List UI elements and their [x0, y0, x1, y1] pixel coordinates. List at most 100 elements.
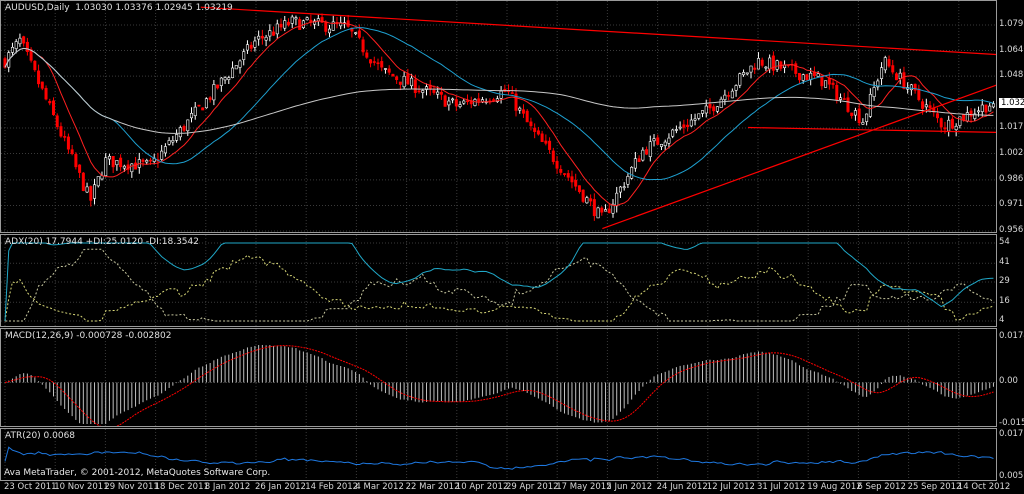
- candle-body: [510, 92, 514, 94]
- candle-body: [771, 55, 775, 71]
- candle-body: [637, 158, 641, 163]
- candle-body: [160, 150, 164, 160]
- candle-body: [514, 93, 518, 111]
- candle-body: [40, 81, 44, 89]
- candle-body: [242, 51, 246, 60]
- moving-average-line: [4, 47, 994, 134]
- candle-body: [111, 156, 115, 168]
- adx-label: ADX(20) 17.7944 +DI:25.0120 -DI:18.3542: [5, 237, 199, 247]
- candle-body: [234, 65, 238, 70]
- candle-body: [753, 67, 757, 70]
- candle-body: [607, 208, 611, 214]
- atr-line: [4, 446, 994, 470]
- atr-panel[interactable]: ATR(20) 0.0068: [0, 428, 997, 481]
- price-tick: 1.00240: [999, 147, 1024, 158]
- candle-body: [768, 57, 772, 70]
- candle-body: [719, 98, 723, 108]
- time-tick: 6 Sep 2012: [857, 482, 906, 492]
- trend-line: [602, 84, 996, 230]
- candle-body: [525, 110, 529, 123]
- adx-panel[interactable]: ADX(20) 17.7944 +DI:25.0120 -DI:18.3542: [0, 234, 997, 327]
- candle-body: [921, 101, 925, 109]
- candle-body: [167, 140, 171, 145]
- candle-body: [712, 106, 716, 112]
- candle-body: [663, 141, 667, 146]
- time-tick: 22 Mar 2012: [405, 482, 460, 492]
- candle-body: [93, 184, 97, 199]
- candle-body: [671, 129, 675, 137]
- candle-body: [387, 68, 391, 73]
- candle-body: [197, 104, 201, 107]
- candle-body: [704, 105, 708, 114]
- candle-body: [331, 21, 335, 31]
- candle-body: [402, 75, 406, 88]
- candle-body: [354, 32, 358, 34]
- atr-chart: [4, 429, 994, 480]
- candle-body: [969, 110, 973, 117]
- candle-body: [645, 149, 649, 155]
- candle-body: [764, 66, 768, 69]
- candle-body: [436, 91, 440, 95]
- candle-body: [216, 84, 220, 89]
- candle-body: [924, 104, 928, 108]
- time-tick: 29 Nov 2011: [104, 482, 159, 492]
- candle-body: [809, 72, 813, 80]
- candle-body: [96, 176, 100, 187]
- candle-body: [902, 72, 906, 89]
- candle-body: [723, 94, 727, 100]
- candle-body: [268, 30, 272, 37]
- macd-label: MACD(12,26,9) -0.000728 -0.002802: [5, 331, 172, 341]
- candle-body: [633, 158, 637, 169]
- candle-body: [376, 62, 380, 65]
- indicator-tick: 0.0057: [999, 471, 1024, 481]
- candle-body: [66, 136, 70, 150]
- candle-body: [689, 119, 693, 127]
- candle-body: [134, 162, 138, 170]
- moving-average-line: [4, 27, 994, 181]
- candle-body: [193, 106, 197, 117]
- candle-body: [130, 163, 134, 173]
- candle-body: [324, 21, 328, 32]
- indicator-tick: -0.01595: [999, 418, 1024, 428]
- time-axis: 23 Oct 2011 10 Nov 2011 29 Nov 2011 18 Dec …: [0, 481, 1024, 494]
- candle-body: [865, 113, 869, 122]
- candle-body: [831, 82, 835, 85]
- time-tick: 5 Jun 2012: [606, 482, 653, 492]
- candle-body: [163, 146, 167, 154]
- candle-body: [204, 98, 208, 109]
- candle-body: [596, 207, 600, 219]
- macd-panel[interactable]: MACD(12,26,9) -0.000728 -0.002802: [0, 328, 997, 427]
- ohlc-close: 1.03219: [195, 3, 233, 13]
- candle-body: [745, 72, 749, 75]
- candle-body: [439, 91, 443, 95]
- candle-body: [686, 124, 690, 128]
- candle-body: [89, 186, 93, 201]
- candle-body: [962, 114, 966, 121]
- candle-body: [245, 44, 249, 51]
- candle-body: [618, 186, 622, 193]
- price-panel[interactable]: AUDUSD,Daily 1.03030 1.03376 1.02945 1.0…: [0, 0, 997, 233]
- candle-body: [682, 124, 686, 128]
- candle-body: [313, 20, 317, 25]
- candle-body: [115, 160, 119, 166]
- candle-body: [611, 203, 615, 214]
- candle-body: [25, 41, 29, 52]
- price-tick: 0.95605: [999, 225, 1024, 235]
- moving-average-line: [4, 20, 994, 207]
- candle-body: [749, 65, 753, 73]
- candle-body: [451, 98, 455, 101]
- candle-body: [78, 164, 82, 173]
- candle-body: [37, 70, 41, 85]
- candle-body: [622, 186, 626, 189]
- candle-body: [18, 37, 22, 45]
- time-tick: 10 Nov 2011: [54, 482, 109, 492]
- candle-body: [756, 58, 760, 70]
- candle-body: [917, 88, 921, 100]
- candle-body: [357, 30, 361, 38]
- trend-line: [200, 6, 996, 56]
- candle-body: [652, 138, 656, 142]
- candle-body: [48, 101, 52, 104]
- candle-body: [33, 60, 37, 71]
- candle-body: [361, 39, 365, 53]
- candle-body: [417, 90, 421, 93]
